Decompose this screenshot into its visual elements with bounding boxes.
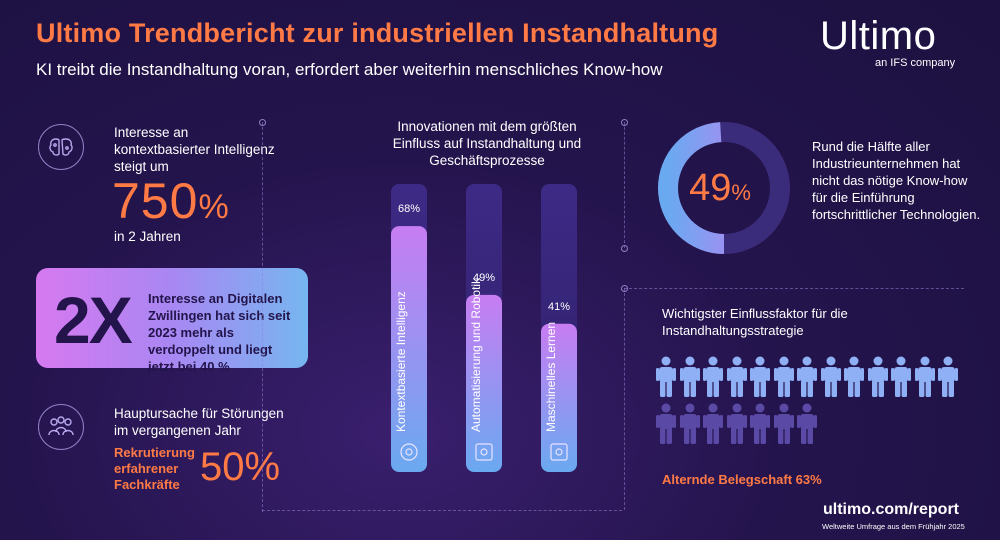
bar bbox=[541, 323, 577, 472]
person-icon-highlighted bbox=[891, 356, 911, 403]
donut-unit: % bbox=[731, 180, 751, 205]
page-title: Ultimo Trendbericht zur industriellen In… bbox=[36, 18, 719, 48]
logo-wordmark: Ultimo bbox=[820, 14, 937, 58]
group-people-icon bbox=[38, 404, 84, 450]
donut-value: 49% bbox=[689, 167, 751, 209]
person-icon-highlighted bbox=[844, 356, 864, 403]
bar-value-label: 68% bbox=[398, 203, 420, 215]
brain-head-icon bbox=[400, 443, 418, 461]
corner-dot bbox=[259, 119, 266, 126]
person-icon bbox=[656, 403, 676, 450]
survey-footnote: Weltweite Umfrage aus dem Frühjahr 2025 bbox=[822, 522, 965, 531]
divider-line bbox=[624, 288, 625, 510]
person-icon-highlighted bbox=[679, 356, 700, 403]
workforce-label: Alternde Belegschaft 63% bbox=[662, 472, 822, 487]
ultimo-logo: Ultimo an IFS company bbox=[820, 14, 970, 69]
disruption-cause-text: Hauptursache für Störungen im vergangene… bbox=[114, 406, 284, 438]
divider-line bbox=[624, 288, 964, 289]
person-icon bbox=[750, 403, 770, 450]
digital-twin-value: 2X bbox=[54, 283, 133, 357]
person-icon-highlighted bbox=[656, 356, 676, 403]
divider-line bbox=[262, 510, 622, 511]
person-icon bbox=[797, 403, 817, 450]
innovation-bar-chart: 68% Kontextbasierte Intelligenz 49%Automat… bbox=[391, 184, 577, 472]
divider-line bbox=[262, 122, 263, 512]
person-icon-highlighted bbox=[914, 356, 935, 403]
donut-number: 49 bbox=[689, 167, 731, 209]
corner-dot bbox=[621, 245, 628, 252]
ai-interest-number: 750 bbox=[112, 173, 199, 229]
corner-dot bbox=[621, 285, 628, 292]
person-icon-highlighted bbox=[867, 356, 888, 403]
person-icon bbox=[679, 403, 700, 450]
ai-interest-text: Interesse an kontextbasierter Intelligen… bbox=[114, 125, 275, 174]
workforce-title: Wichtigster Einflussfaktor für die Insta… bbox=[662, 306, 848, 338]
person-icon-highlighted bbox=[773, 356, 794, 403]
disruption-cause-value: 50% bbox=[200, 445, 281, 489]
person-icon bbox=[773, 403, 794, 450]
disruption-cause-label: Rekrutierung erfahrener Fachkräfte bbox=[114, 445, 195, 492]
person-icon bbox=[726, 403, 747, 450]
bar-category-label: Kontextbasierte Intelligenz bbox=[394, 291, 408, 432]
bar-category-label: Automatisierung und Robotik bbox=[469, 277, 483, 432]
report-link[interactable]: ultimo.com/report bbox=[823, 501, 960, 518]
knowhow-text: Rund die Hälfte aller Industrieunternehm… bbox=[812, 139, 981, 222]
donut-arc bbox=[658, 122, 790, 254]
page-subtitle: KI treibt die Instandhaltung voran, erfo… bbox=[36, 60, 663, 79]
ai-interest-value: 750% bbox=[112, 172, 230, 230]
brain-circuit-icon bbox=[38, 124, 84, 170]
person-icon-highlighted bbox=[820, 356, 841, 403]
robot-arm-icon bbox=[475, 443, 493, 461]
person-icon-highlighted bbox=[703, 356, 723, 403]
ai-interest-period: in 2 Jahren bbox=[114, 229, 181, 244]
chip-icon bbox=[550, 443, 568, 461]
person-icon bbox=[703, 403, 723, 450]
corner-dot bbox=[621, 119, 628, 126]
bar bbox=[391, 226, 427, 472]
bar-value-label: 49% bbox=[473, 272, 495, 284]
person-icon-highlighted bbox=[726, 356, 747, 403]
bar-value-label: 41% bbox=[548, 301, 570, 313]
ai-interest-unit: % bbox=[198, 188, 230, 226]
knowhow-donut-chart: 49% bbox=[658, 122, 790, 254]
digital-twin-text: Interesse an Digitalen Zwillingen hat si… bbox=[148, 291, 291, 374]
logo-tagline: an IFS company bbox=[875, 57, 956, 69]
divider-line bbox=[624, 122, 625, 248]
bar-category-label: Maschinelles Lernen bbox=[544, 322, 558, 432]
bar bbox=[466, 294, 502, 472]
person-icon-highlighted bbox=[938, 356, 958, 403]
person-icon-highlighted bbox=[797, 356, 817, 403]
chart-title: Innovationen mit dem größten Einfluss au… bbox=[392, 119, 582, 168]
digital-twin-card: 2X Interesse an Digitalen Zwillingen hat… bbox=[36, 268, 308, 374]
person-icon-highlighted bbox=[750, 356, 770, 403]
